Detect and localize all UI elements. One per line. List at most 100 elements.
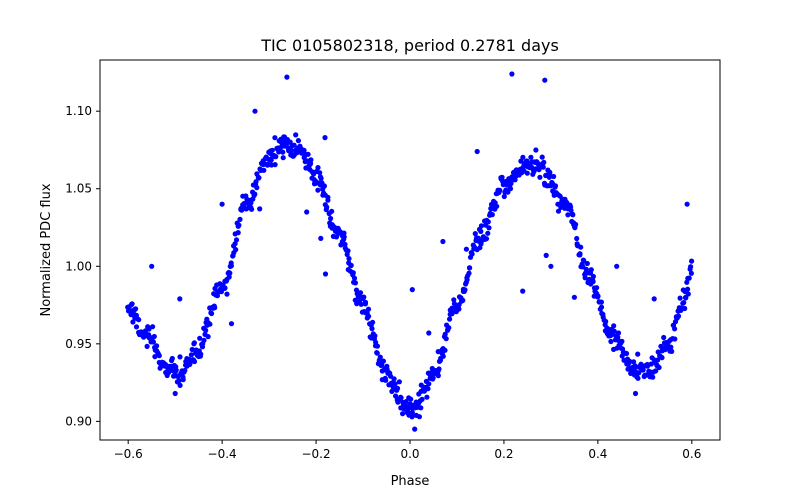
data-point [595,293,601,299]
data-point [370,319,376,325]
data-point [648,361,654,367]
data-point [442,331,448,337]
data-point [348,262,354,268]
data-point [207,321,213,327]
data-point [672,336,678,342]
data-point [398,395,404,401]
data-point [661,334,667,341]
data-point [615,334,621,340]
x-tick-label: 0.2 [494,447,513,461]
data-point [389,388,395,394]
data-point-outlier [684,201,690,207]
data-point [212,305,218,311]
data-point [573,221,579,228]
data-point [394,385,401,391]
data-point [366,313,372,319]
data-point [189,346,195,353]
data-point [383,377,389,383]
data-point [507,186,514,192]
data-point [685,291,691,297]
data-point [133,306,139,312]
data-point [237,216,243,222]
x-axis-label: Phase [391,474,430,489]
data-point [485,230,491,236]
y-tick-label: 1.10 [65,104,92,118]
data-point-outlier [440,238,446,245]
data-point [547,169,553,175]
data-point [520,154,526,160]
data-point [235,230,241,236]
data-point-outlier [542,77,548,83]
data-point [308,157,314,163]
data-point [501,193,507,200]
data-point [236,222,242,228]
y-tick-label: 1.00 [65,259,92,273]
data-point [447,316,453,322]
data-point [598,304,605,310]
data-point [169,355,175,362]
data-point [269,147,275,153]
data-point [419,396,425,402]
data-point-outlier [463,246,469,252]
data-point [201,337,207,343]
data-point [305,151,311,157]
data-point [684,279,690,285]
y-tick-label: 0.95 [65,337,92,351]
data-point [677,295,683,301]
data-point [252,191,258,197]
data-point [598,299,605,305]
data-point [489,212,495,218]
data-point [681,300,687,306]
data-point [443,336,449,342]
data-point [632,363,638,369]
data-point-outlier [474,148,480,155]
data-points [125,71,695,432]
data-point [249,206,255,212]
data-point [233,237,240,243]
data-point [494,203,500,209]
data-point-outlier [322,271,329,277]
x-tick-label: −0.6 [114,447,143,461]
data-point [541,159,547,165]
data-point [288,148,294,154]
data-point [133,324,140,330]
data-point [425,386,431,392]
data-point [570,212,576,218]
data-point-outlier [651,296,657,302]
data-point [291,142,297,148]
data-point [136,317,142,323]
data-point-outlier [412,426,418,432]
data-point [154,343,160,349]
data-point [483,236,490,242]
data-point [578,244,584,250]
data-point [552,183,559,189]
data-point [352,280,358,286]
data-point [372,333,378,339]
data-point [451,297,457,303]
data-point-outlier [632,390,639,397]
data-point [688,270,695,276]
data-point [205,334,211,340]
data-point [345,248,351,254]
data-point [362,301,368,307]
data-point [177,382,183,388]
data-point-outlier [322,135,328,141]
data-point-outlier [520,288,526,294]
data-point [603,318,609,325]
x-axis: −0.6 −0.4 −0.2 0.0 0.2 0.4 0.6 [114,440,701,461]
data-point [150,339,156,345]
data-point [689,258,695,264]
data-point [668,344,674,350]
data-point [539,154,545,160]
data-point [301,147,307,153]
data-point [631,359,637,365]
data-point [391,376,397,382]
data-point [611,323,617,329]
data-point [328,215,334,222]
data-point [685,286,691,292]
data-point [127,307,133,314]
data-point [626,358,633,364]
data-point [537,174,543,180]
data-point [197,335,203,341]
